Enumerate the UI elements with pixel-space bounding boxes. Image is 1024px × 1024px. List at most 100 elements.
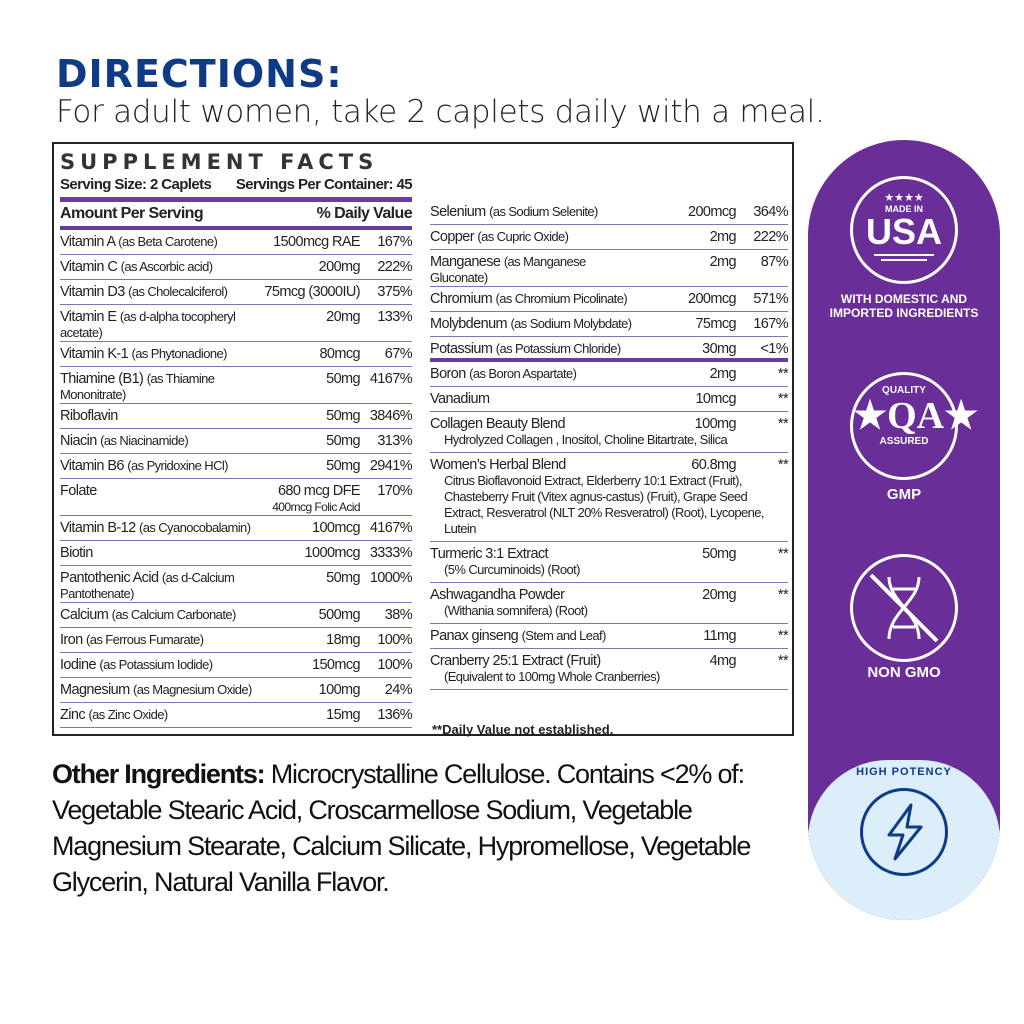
nutrient-amount: 2mg: [709, 366, 737, 382]
blend-ingredients: (5% Curcuminoids) (Root): [444, 562, 580, 577]
nutrient-row: Women’s Herbal Blend 60.8mg ** Citrus Biof…: [430, 453, 789, 542]
nutrient-row: Vitamin D3 (as Cholecalciferol) 75mcg (30…: [60, 280, 413, 305]
nutrient-name: Riboflavin: [60, 408, 118, 424]
nutrient-name: Thiamine (B1) (as Thiamine Mononitrate): [60, 371, 215, 402]
nutrient-row: Manganese (as Manganese Gluconate) 2mg 87%: [430, 250, 789, 287]
nutrient-row: Iodine (as Potassium Iodide) 150mcg 100%: [60, 653, 413, 678]
nutrient-name: Zinc (as Zinc Oxide): [60, 707, 168, 723]
nutrient-amount: 100mg: [694, 416, 737, 432]
nutrient-dv: 100%: [377, 657, 412, 673]
nutrient-row: Panax ginseng (Stem and Leaf) 11mg **: [430, 624, 789, 649]
nutrient-amount: 200mg: [318, 259, 361, 275]
nutrient-amount: 4mg: [709, 653, 737, 669]
nutrient-dv: **: [777, 628, 789, 644]
nutrient-name: Molybdenum (as Sodium Molybdate): [430, 316, 632, 332]
supplement-facts-panel: SUPPLEMENT FACTS Serving Size: 2 Caplets…: [52, 142, 794, 737]
nutrient-name: Ashwagandha Powder: [430, 587, 565, 603]
nutrient-row: Cranberry 25:1 Extract (Fruit) 4mg ** (Equ…: [430, 649, 789, 690]
amount-header: Amount Per Serving: [60, 205, 204, 222]
nutrient-row: Boron (as Boron Aspartate) 2mg **: [430, 362, 789, 387]
blend-ingredients: Hydrolyzed Collagen , Inositol, Choline …: [444, 432, 728, 447]
nutrient-name: Boron (as Boron Aspartate): [430, 366, 577, 382]
nutrient-dv: 313%: [377, 433, 412, 449]
nutrient-dv: 133%: [377, 309, 412, 325]
nutrient-dv: 38%: [384, 607, 413, 623]
made-in-usa-icon: ★★★★ MADE IN USA: [850, 176, 958, 284]
nutrient-dv: **: [777, 416, 789, 432]
nutrient-row: Molybdenum (as Sodium Molybdate) 75mcg 167…: [430, 312, 789, 337]
nutrient-dv: 170%: [377, 483, 412, 499]
nutrient-name: Iron (as Ferrous Fumarate): [60, 632, 204, 648]
nutrient-amount: 150mcg: [312, 657, 361, 673]
lightning-icon: [860, 788, 948, 876]
nutrient-dv: 24%: [384, 682, 413, 698]
nutrient-name: Pantothenic Acid (as d-Calcium Pantothen…: [60, 570, 235, 601]
nutrient-row: Magnesium (as Magnesium Oxide) 100mg 24%: [60, 678, 413, 703]
nutrient-row: Vitamin B6 (as Pyridoxine HCl) 50mg 2941%: [60, 454, 413, 479]
directions-text: For adult women, take 2 caplets daily wi…: [56, 94, 825, 130]
nutrient-name: Manganese (as Manganese Gluconate): [430, 254, 586, 285]
blend-ingredients: (Equivalent to 100mg Whole Cranberries): [444, 669, 660, 684]
nutrient-row: Riboflavin 50mg 3846%: [60, 404, 413, 429]
nutrient-name: Potassium (as Potassium Chloride): [430, 341, 621, 357]
nutrient-row: Pantothenic Acid (as d-Calcium Pantothen…: [60, 566, 413, 603]
nutrient-dv: 375%: [377, 284, 412, 300]
nutrient-row: Selenium (as Sodium Selenite) 200mcg 364%: [430, 200, 789, 225]
nutrient-amount: 680 mcg DFE 400mcg Folic Acid: [272, 483, 360, 514]
nutrient-dv: **: [777, 653, 789, 669]
nutrient-row: Iron (as Ferrous Fumarate) 18mg 100%: [60, 628, 413, 653]
non-gmo-icon: [850, 554, 958, 662]
nutrient-amount: 50mg: [326, 433, 360, 449]
nutrient-amount: 1500mcg RAE: [273, 234, 361, 250]
nutrient-name: Collagen Beauty Blend: [430, 416, 566, 432]
nutrient-dv: 571%: [753, 291, 788, 307]
nutrient-row: Turmeric 3:1 Extract 50mg ** (5% Curcumino…: [430, 542, 789, 583]
nutrient-amount: 50mg: [326, 408, 360, 424]
nutrient-dv: **: [777, 457, 789, 473]
nutrient-dv: **: [777, 366, 789, 382]
nutrient-row: Vitamin A (as Beta Carotene) 1500mcg RAE 1…: [60, 230, 413, 255]
high-potency-badge: HIGH POTENCY: [808, 760, 1000, 920]
nutrient-amount: 75mcg (3000IU): [264, 284, 360, 300]
facts-heading: SUPPLEMENT FACTS: [60, 150, 379, 174]
quality-assured-icon: QUALITY ★QA★ ASSURED: [850, 372, 978, 480]
nutrient-amount: 20mg: [326, 309, 360, 325]
nutrient-dv: 136%: [377, 707, 412, 723]
nutrient-name: Folate: [60, 483, 97, 499]
nutrient-dv: 4167%: [369, 371, 413, 387]
nutrient-amount: 80mcg: [319, 346, 360, 362]
nutrient-row: Calcium (as Calcium Carbonate) 500mg 38%: [60, 603, 413, 628]
nutrient-amount: 20mg: [702, 587, 736, 603]
nutrient-name: Niacin (as Niacinamide): [60, 433, 189, 449]
non-gmo-label: NON GMO: [867, 664, 941, 681]
nutrient-name: Vitamin C (as Ascorbic acid): [60, 259, 213, 275]
nutrient-row: Collagen Beauty Blend 100mg ** Hydrolyzed …: [430, 412, 789, 453]
nutrient-dv: 222%: [753, 229, 788, 245]
nutrient-row: Vitamin B-12 (as Cyanocobalamin) 100mcg 41…: [60, 516, 413, 541]
nutrient-name: Vitamin B6 (as Pyridoxine HCl): [60, 458, 228, 474]
nutrient-amount: 75mcg: [695, 316, 736, 332]
nutrient-amount: 1000mcg: [304, 545, 361, 561]
nutrient-dv: 167%: [377, 234, 412, 250]
nutrient-name: Vitamin B-12 (as Cyanocobalamin): [60, 520, 251, 536]
nutrient-dv: 3846%: [369, 408, 413, 424]
footnote: **Daily Value not established.: [432, 722, 614, 737]
nutrient-dv: 4167%: [369, 520, 413, 536]
nutrient-name: Women’s Herbal Blend: [430, 457, 566, 473]
high-potency-label: HIGH POTENCY: [856, 766, 952, 778]
nutrient-amount: 10mcg: [695, 391, 736, 407]
nutrient-row: Biotin 1000mcg 3333%: [60, 541, 413, 566]
nutrient-name: Vanadium: [430, 391, 490, 407]
nutrient-row: Chromium (as Chromium Picolinate) 200mcg 5…: [430, 287, 789, 312]
nutrient-amount: 100mg: [318, 682, 361, 698]
nutrient-dv: 100%: [377, 632, 412, 648]
nutrient-amount: 50mg: [326, 458, 360, 474]
other-ingredients-text: Microcrystalline Cellulose. Contains <2%…: [52, 759, 751, 897]
nutrient-row: Ashwagandha Powder 20mg ** (Withania somni…: [430, 583, 789, 624]
nutrient-row: Zinc (as Zinc Oxide) 15mg 136%: [60, 703, 413, 728]
nutrient-name: Chromium (as Chromium Picolinate): [430, 291, 628, 307]
nutrient-amount: 50mg: [326, 570, 360, 586]
nutrient-amount: 2mg: [709, 254, 737, 270]
nutrient-row: Vanadium 10mcg **: [430, 387, 789, 412]
nutrient-amount: 200mcg: [688, 291, 737, 307]
